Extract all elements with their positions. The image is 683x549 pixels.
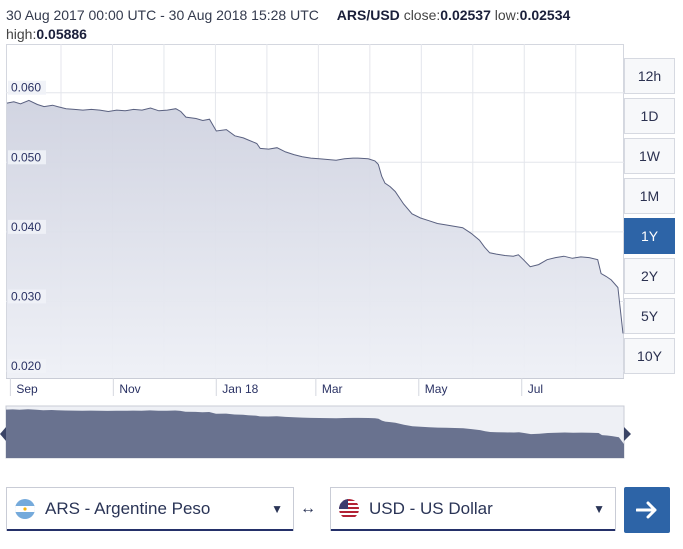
- y-tick-background: [8, 359, 46, 374]
- range-button-1y[interactable]: 1Y: [624, 218, 675, 254]
- chevron-down-icon: ▼: [271, 502, 283, 516]
- date-range-text: 30 Aug 2017 00:00 UTC - 30 Aug 2018 15:2…: [6, 7, 319, 23]
- rate-area: [7, 100, 623, 379]
- x-tick-label: Nov: [119, 382, 140, 396]
- y-tick-background: [8, 289, 46, 304]
- y-tick-label: 0.020: [11, 359, 41, 373]
- x-tick-label: Jul: [528, 382, 543, 396]
- range-button-1w[interactable]: 1W: [624, 138, 675, 174]
- from-currency-select[interactable]: ARS - Argentine Peso ▼: [6, 487, 294, 531]
- range-button-1m[interactable]: 1M: [624, 178, 675, 214]
- range-button-5y[interactable]: 5Y: [624, 298, 675, 334]
- range-button-10y[interactable]: 10Y: [624, 338, 675, 374]
- rate-chart[interactable]: 0.060 0.050 0.040 0.030 0.020 Sep Nov Jan 18 Ma…: [6, 44, 624, 400]
- select-underline: [331, 529, 615, 531]
- low-label: low:: [494, 7, 520, 23]
- navigator-left-handle[interactable]: [0, 427, 6, 441]
- x-tick-label: Sep: [16, 382, 38, 396]
- close-value: 0.02537: [440, 7, 491, 23]
- navigator-right-handle[interactable]: [624, 427, 631, 441]
- x-tick-label: Jan 18: [222, 382, 258, 396]
- x-tick-label: May: [425, 382, 448, 396]
- y-axis: 0.060 0.050 0.040 0.030 0.020: [8, 80, 46, 374]
- high-label: high:: [6, 26, 37, 42]
- y-tick-background: [8, 150, 46, 165]
- swap-icon[interactable]: ↔: [300, 500, 316, 517]
- currency-pair-label: ARS/USD: [336, 7, 400, 23]
- from-currency-label: ARS - Argentine Peso: [45, 499, 211, 518]
- navigator-area: [6, 409, 624, 458]
- argentina-flag-icon: [15, 499, 35, 519]
- to-currency-select[interactable]: USD - US Dollar ▼: [330, 487, 616, 531]
- y-tick-label: 0.040: [11, 220, 41, 234]
- range-selector: 12h 1D 1W 1M 1Y 2Y 5Y 10Y: [624, 58, 675, 378]
- range-button-2y[interactable]: 2Y: [624, 258, 675, 294]
- x-tick-label: Mar: [322, 382, 343, 396]
- x-axis: Sep Nov Jan 18 Mar May Jul: [6, 378, 624, 396]
- range-button-1d[interactable]: 1D: [624, 98, 675, 134]
- us-flag-icon: [339, 499, 359, 519]
- range-navigator[interactable]: [0, 404, 631, 460]
- y-tick-background: [8, 80, 46, 95]
- high-value: 0.05886: [36, 26, 87, 42]
- y-tick-background: [8, 219, 46, 234]
- y-tick-label: 0.050: [11, 150, 41, 164]
- low-value: 0.02534: [519, 7, 571, 23]
- chevron-down-icon: ▼: [593, 502, 605, 516]
- y-tick-label: 0.060: [11, 81, 41, 95]
- to-currency-label: USD - US Dollar: [369, 499, 493, 518]
- arrow-right-icon: [636, 501, 657, 519]
- range-button-12h[interactable]: 12h: [624, 58, 675, 94]
- close-label: close:: [403, 7, 441, 23]
- select-underline: [7, 529, 293, 531]
- rate-line: [6, 99, 624, 334]
- convert-button[interactable]: [624, 487, 670, 533]
- y-tick-label: 0.030: [11, 289, 41, 303]
- chart-summary: 30 Aug 2017 00:00 UTC - 30 Aug 2018 15:2…: [6, 6, 646, 44]
- rate-chart-svg[interactable]: 0.060 0.050 0.040 0.030 0.020 Sep Nov Jan 18 Ma…: [6, 44, 624, 400]
